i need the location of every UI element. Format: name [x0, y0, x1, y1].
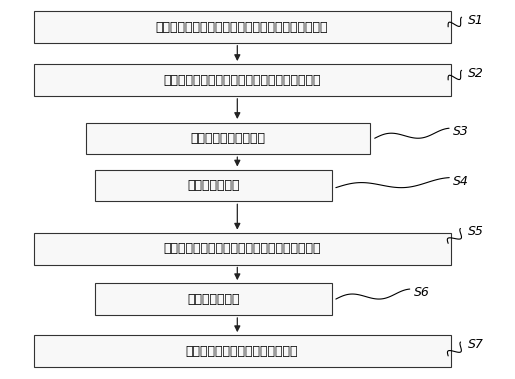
- Text: 产生电能的步骤: 产生电能的步骤: [187, 179, 240, 192]
- Text: 选择中间介质并注入工质循环发电主回路的步骤: 选择中间介质并注入工质循环发电主回路的步骤: [163, 74, 321, 87]
- Text: 循环使用的步骤: 循环使用的步骤: [187, 293, 240, 306]
- Text: S7: S7: [468, 338, 484, 351]
- FancyBboxPatch shape: [33, 335, 451, 367]
- FancyBboxPatch shape: [33, 64, 451, 96]
- Text: 建立工质循环发电主回路及泄漏工质回注回路的步骤: 建立工质循环发电主回路及泄漏工质回注回路的步骤: [156, 20, 328, 33]
- Text: 换热并膨胀做功的步骤: 换热并膨胀做功的步骤: [191, 132, 265, 145]
- FancyBboxPatch shape: [95, 283, 332, 315]
- FancyBboxPatch shape: [85, 123, 370, 154]
- Text: S6: S6: [414, 286, 430, 299]
- Text: 做功后乏蒸汽的中间介质被冷凝装置冷凝的步骤: 做功后乏蒸汽的中间介质被冷凝装置冷凝的步骤: [163, 242, 321, 255]
- Text: S1: S1: [468, 14, 484, 27]
- Text: S3: S3: [453, 125, 469, 138]
- FancyBboxPatch shape: [33, 233, 451, 265]
- Text: S4: S4: [453, 175, 469, 188]
- FancyBboxPatch shape: [33, 11, 451, 43]
- FancyBboxPatch shape: [95, 170, 332, 201]
- Text: S2: S2: [468, 67, 484, 80]
- Text: 对泄漏的中间介质回收利用的步骤: 对泄漏的中间介质回收利用的步骤: [186, 345, 298, 358]
- Text: S5: S5: [468, 225, 484, 238]
